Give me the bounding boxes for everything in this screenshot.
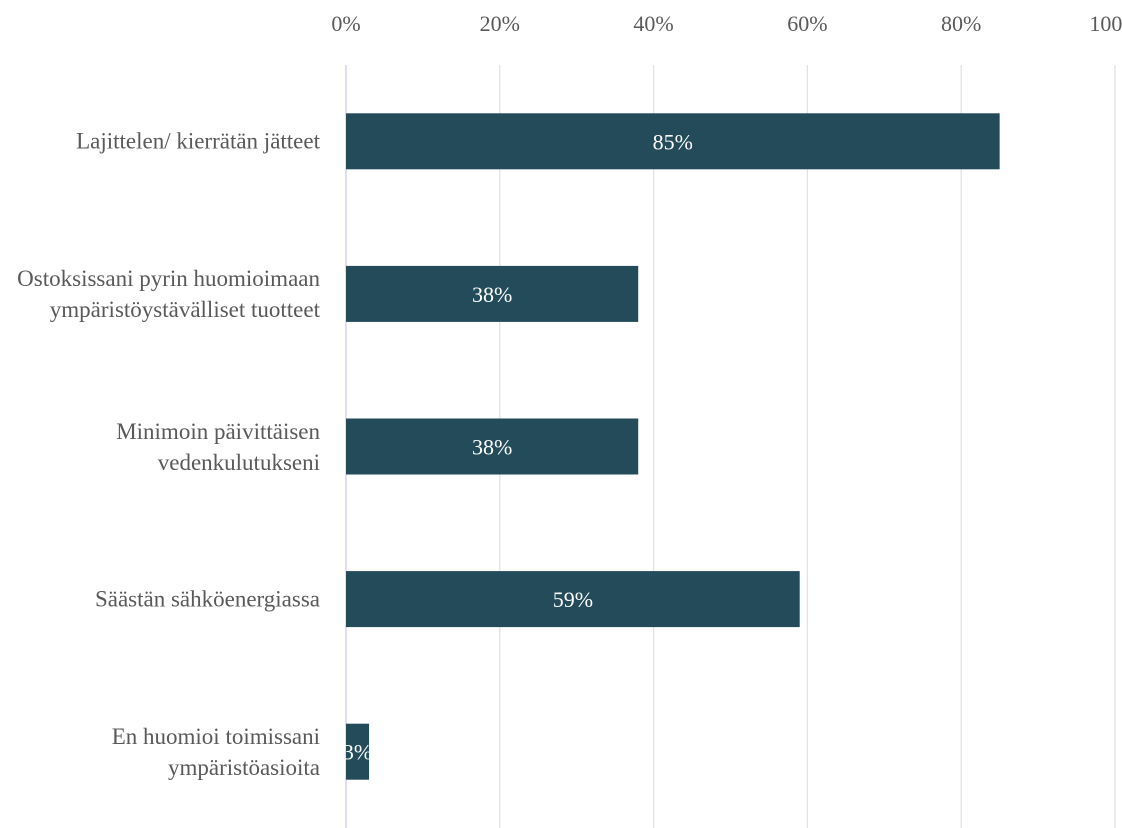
bar xyxy=(346,113,1000,170)
y-tick-label: Lajittelen/ kierrätän jätteet xyxy=(76,128,320,154)
x-tick-label: 60% xyxy=(787,11,827,36)
x-tick-label: 0% xyxy=(331,11,360,36)
data-label: 3% xyxy=(343,740,372,765)
data-label: 59% xyxy=(553,587,593,612)
data-label: 85% xyxy=(653,129,693,154)
x-tick-label: 40% xyxy=(633,11,673,36)
y-tick-label: Minimoin päivittäisen vedenkulutukseni xyxy=(116,418,320,475)
y-tick-label: Säästän sähköenergiassa xyxy=(94,586,320,612)
x-tick-label: 100% xyxy=(1089,11,1122,36)
bar xyxy=(346,723,370,780)
y-tick-label: Ostoksissani pyrin huomioimaan ympäristö… xyxy=(17,265,320,322)
data-label: 38% xyxy=(472,282,512,307)
bar xyxy=(346,418,639,475)
data-label: 38% xyxy=(472,435,512,460)
bar xyxy=(346,265,639,322)
x-tick-label: 20% xyxy=(480,11,520,36)
x-tick-label: 80% xyxy=(941,11,981,36)
bar xyxy=(346,571,800,628)
y-tick-label: En huomioi toimissani ympäristöasioita xyxy=(111,723,320,780)
